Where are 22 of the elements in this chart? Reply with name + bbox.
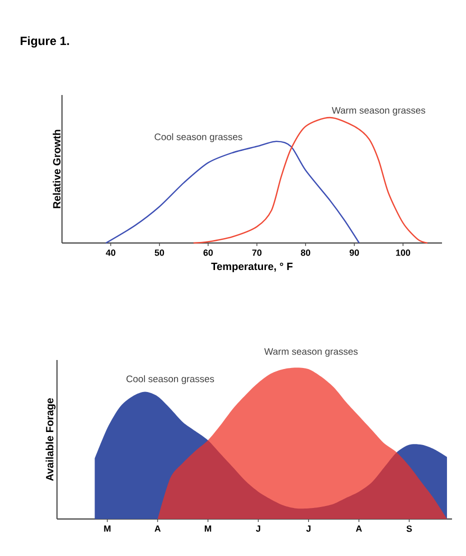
x-tick-label: 100 [396,250,410,256]
x-tick-label: S [406,526,412,532]
x-tick-label: A [356,526,362,532]
x-tick-label: 70 [252,250,262,256]
series-label: Warm season grasses [264,348,358,357]
series-label: Warm season grasses [332,107,426,116]
y-axis-title: Available Forage [46,398,56,481]
chart-title: Figure 1. [20,36,69,48]
series-label: Cool season grasses [154,133,242,142]
x-tick-label: J [256,526,260,532]
x-tick-label: M [204,526,212,532]
x-tick-label: M [104,526,110,532]
x-tick-label: 60 [203,250,213,256]
x-tick-label: J [306,526,310,532]
x-tick-label: A [154,526,161,532]
x-tick-label: 50 [154,250,164,256]
x-axis-title: Temperature, ° F [211,262,293,272]
x-tick-label: 40 [106,250,116,256]
x-tick-label: 80 [300,250,310,256]
series-label: Cool season grasses [126,375,214,384]
y-axis-title: Relative Growth [52,130,60,208]
x-tick-label: 90 [350,250,359,256]
